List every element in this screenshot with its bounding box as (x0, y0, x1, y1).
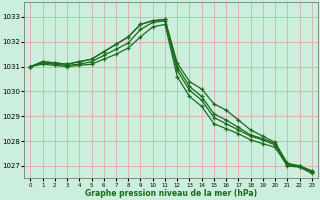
X-axis label: Graphe pression niveau de la mer (hPa): Graphe pression niveau de la mer (hPa) (85, 189, 257, 198)
